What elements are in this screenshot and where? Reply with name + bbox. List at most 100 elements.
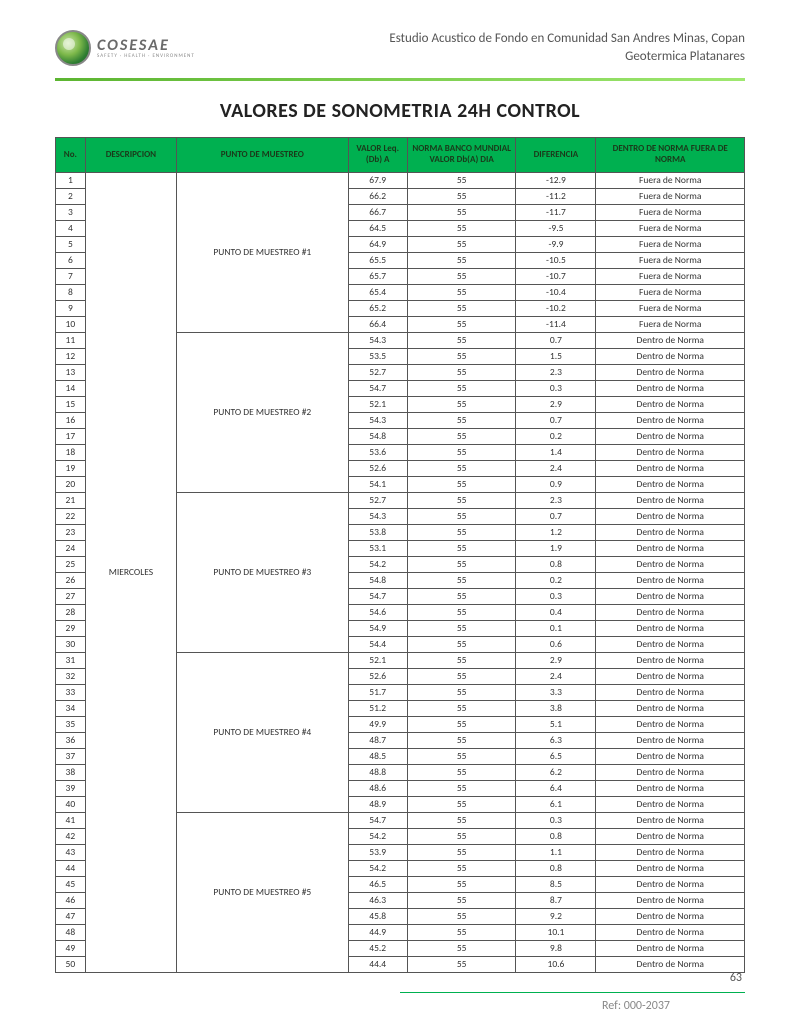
cell-valor: 65.4 bbox=[348, 284, 407, 300]
cell-valor: 67.9 bbox=[348, 172, 407, 188]
cell-valor: 45.2 bbox=[348, 940, 407, 956]
cell-diferencia: 0.2 bbox=[516, 572, 596, 588]
cell-norma: 55 bbox=[407, 924, 516, 940]
cell-diferencia: 5.1 bbox=[516, 716, 596, 732]
cell-valor: 54.2 bbox=[348, 860, 407, 876]
cell-valor: 54.2 bbox=[348, 828, 407, 844]
cell-status: Dentro de Norma bbox=[596, 780, 745, 796]
cell-no: 27 bbox=[56, 588, 86, 604]
col-valor: VALOR Leq. (Db) A bbox=[348, 138, 407, 173]
cell-diferencia: 2.3 bbox=[516, 492, 596, 508]
cell-valor: 52.7 bbox=[348, 492, 407, 508]
cell-diferencia: -10.4 bbox=[516, 284, 596, 300]
cell-no: 11 bbox=[56, 332, 86, 348]
cell-diferencia: 1.2 bbox=[516, 524, 596, 540]
cell-norma: 55 bbox=[407, 668, 516, 684]
cell-valor: 54.1 bbox=[348, 476, 407, 492]
col-diferencia: DIFERENCIA bbox=[516, 138, 596, 173]
cell-no: 23 bbox=[56, 524, 86, 540]
cell-status: Fuera de Norma bbox=[596, 220, 745, 236]
cell-no: 12 bbox=[56, 348, 86, 364]
cell-status: Dentro de Norma bbox=[596, 588, 745, 604]
cell-valor: 52.6 bbox=[348, 668, 407, 684]
cell-norma: 55 bbox=[407, 364, 516, 380]
cell-status: Dentro de Norma bbox=[596, 620, 745, 636]
cell-no: 9 bbox=[56, 300, 86, 316]
cell-status: Dentro de Norma bbox=[596, 940, 745, 956]
cell-valor: 66.7 bbox=[348, 204, 407, 220]
cell-valor: 54.7 bbox=[348, 588, 407, 604]
cell-no: 47 bbox=[56, 908, 86, 924]
cell-norma: 55 bbox=[407, 700, 516, 716]
logo-block: COSESAE SAFETY · HEALTH · ENVIRONMENT bbox=[55, 30, 195, 66]
cell-valor: 66.4 bbox=[348, 316, 407, 332]
cell-no: 25 bbox=[56, 556, 86, 572]
cell-norma: 55 bbox=[407, 860, 516, 876]
cell-no: 50 bbox=[56, 956, 86, 972]
cell-valor: 64.5 bbox=[348, 220, 407, 236]
cell-norma: 55 bbox=[407, 524, 516, 540]
cell-diferencia: 0.6 bbox=[516, 636, 596, 652]
cell-norma: 55 bbox=[407, 508, 516, 524]
cell-valor: 54.2 bbox=[348, 556, 407, 572]
cell-diferencia: 6.4 bbox=[516, 780, 596, 796]
header-line1: Estudio Acustico de Fondo en Comunidad S… bbox=[389, 30, 745, 48]
cell-diferencia: 9.2 bbox=[516, 908, 596, 924]
cell-status: Dentro de Norma bbox=[596, 412, 745, 428]
col-descripcion: DESCRIPCION bbox=[85, 138, 176, 173]
cell-valor: 48.9 bbox=[348, 796, 407, 812]
logo-icon bbox=[55, 30, 91, 66]
cell-status: Dentro de Norma bbox=[596, 684, 745, 700]
cell-status: Dentro de Norma bbox=[596, 572, 745, 588]
cell-valor: 52.6 bbox=[348, 460, 407, 476]
cell-diferencia: -9.5 bbox=[516, 220, 596, 236]
cell-norma: 55 bbox=[407, 604, 516, 620]
col-status: DENTRO DE NORMA FUERA DE NORMA bbox=[596, 138, 745, 173]
cell-status: Dentro de Norma bbox=[596, 460, 745, 476]
cell-status: Dentro de Norma bbox=[596, 652, 745, 668]
cell-status: Dentro de Norma bbox=[596, 700, 745, 716]
cell-valor: 53.5 bbox=[348, 348, 407, 364]
cell-punto: PUNTO DE MUESTREO #1 bbox=[177, 172, 348, 332]
cell-valor: 54.8 bbox=[348, 428, 407, 444]
cell-diferencia: 1.1 bbox=[516, 844, 596, 860]
cell-norma: 55 bbox=[407, 412, 516, 428]
cell-status: Dentro de Norma bbox=[596, 748, 745, 764]
cell-diferencia: 0.8 bbox=[516, 556, 596, 572]
cell-status: Dentro de Norma bbox=[596, 956, 745, 972]
cell-no: 31 bbox=[56, 652, 86, 668]
cell-no: 21 bbox=[56, 492, 86, 508]
cell-valor: 53.9 bbox=[348, 844, 407, 860]
header-line2: Geotermica Platanares bbox=[389, 48, 745, 66]
cell-norma: 55 bbox=[407, 780, 516, 796]
cell-norma: 55 bbox=[407, 732, 516, 748]
cell-diferencia: -10.5 bbox=[516, 252, 596, 268]
cell-status: Dentro de Norma bbox=[596, 508, 745, 524]
cell-norma: 55 bbox=[407, 316, 516, 332]
cell-norma: 55 bbox=[407, 204, 516, 220]
cell-diferencia: 8.5 bbox=[516, 876, 596, 892]
cell-no: 32 bbox=[56, 668, 86, 684]
cell-diferencia: 0.3 bbox=[516, 588, 596, 604]
cell-diferencia: 10.1 bbox=[516, 924, 596, 940]
cell-norma: 55 bbox=[407, 620, 516, 636]
cell-no: 1 bbox=[56, 172, 86, 188]
cell-valor: 54.3 bbox=[348, 332, 407, 348]
cell-norma: 55 bbox=[407, 876, 516, 892]
cell-no: 20 bbox=[56, 476, 86, 492]
cell-norma: 55 bbox=[407, 636, 516, 652]
cell-diferencia: 0.9 bbox=[516, 476, 596, 492]
cell-no: 5 bbox=[56, 236, 86, 252]
cell-no: 2 bbox=[56, 188, 86, 204]
table-row: 1MIERCOLESPUNTO DE MUESTREO #167.955-12.… bbox=[56, 172, 745, 188]
cell-diferencia: -10.2 bbox=[516, 300, 596, 316]
logo-name: COSESAE bbox=[97, 38, 195, 54]
cell-norma: 55 bbox=[407, 588, 516, 604]
cell-no: 16 bbox=[56, 412, 86, 428]
cell-no: 38 bbox=[56, 764, 86, 780]
cell-no: 36 bbox=[56, 732, 86, 748]
cell-diferencia: 3.8 bbox=[516, 700, 596, 716]
cell-status: Dentro de Norma bbox=[596, 876, 745, 892]
cell-valor: 53.8 bbox=[348, 524, 407, 540]
cell-no: 24 bbox=[56, 540, 86, 556]
